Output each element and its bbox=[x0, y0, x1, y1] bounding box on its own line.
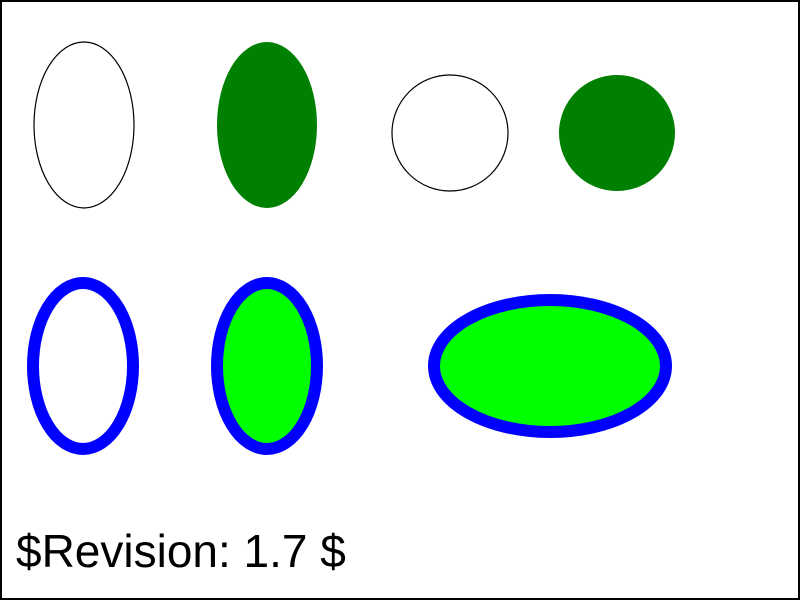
blue-ring-ellipse bbox=[27, 277, 139, 455]
outline-ellipse-tall bbox=[33, 41, 135, 209]
blue-ring-lime-ellipse bbox=[211, 277, 323, 455]
filled-ellipse-tall bbox=[217, 42, 317, 208]
outline-circle bbox=[391, 74, 509, 192]
revision-label: $Revision: 1.7 $ bbox=[16, 525, 346, 577]
blue-ring-lime-ellipse-wide bbox=[428, 294, 672, 438]
filled-circle bbox=[559, 75, 675, 191]
